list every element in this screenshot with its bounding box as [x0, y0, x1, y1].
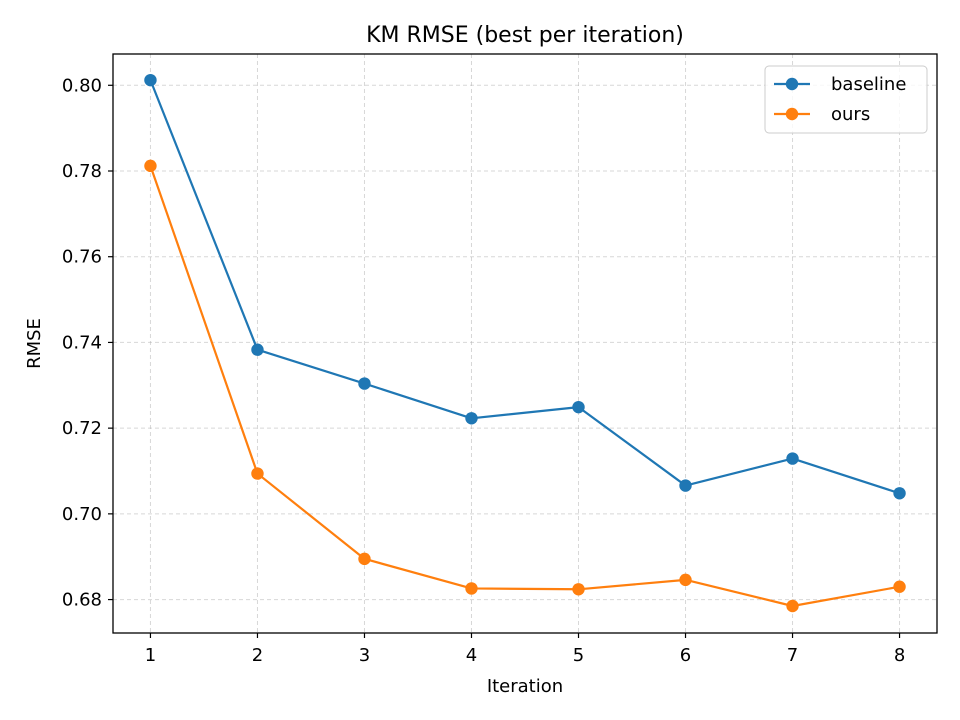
data-point-ours	[465, 582, 478, 595]
series-line-ours	[149, 165, 900, 608]
data-point-baseline	[358, 377, 371, 390]
y-tick-label: 0.74	[62, 332, 102, 353]
data-point-ours	[893, 580, 906, 593]
data-point-baseline	[679, 479, 692, 492]
series-layer	[144, 73, 906, 613]
y-tick-label: 0.80	[62, 75, 102, 96]
chart-title: KM RMSE (best per iteration)	[366, 23, 684, 48]
data-point-ours	[251, 467, 264, 480]
x-tick-label: 1	[145, 645, 156, 666]
y-tick-label: 0.70	[62, 504, 102, 525]
x-tick-label: 8	[894, 645, 905, 666]
y-tick-label: 0.76	[62, 247, 102, 268]
plot-frame	[112, 53, 938, 634]
data-point-ours	[358, 552, 371, 566]
legend-box	[764, 65, 928, 134]
legend-label-ours: ours	[831, 104, 870, 125]
data-point-baseline	[465, 412, 478, 425]
data-point-ours	[144, 159, 157, 173]
data-point-baseline	[786, 452, 799, 465]
y-axis-label: RMSE	[24, 318, 45, 369]
legend-marker-ours	[785, 107, 799, 121]
data-point-baseline	[893, 487, 906, 500]
x-tick-label: 3	[359, 645, 370, 666]
x-axis-label: Iteration	[487, 676, 563, 697]
legend-label-baseline: baseline	[831, 74, 906, 95]
data-point-ours	[679, 573, 692, 587]
data-point-baseline	[144, 73, 157, 87]
series-line-baseline	[149, 79, 900, 495]
x-tick-label: 4	[466, 645, 477, 666]
data-point-ours	[786, 599, 799, 613]
x-tick-label: 2	[252, 645, 263, 666]
x-tick-label: 5	[573, 645, 584, 666]
legend-marker-baseline	[785, 77, 799, 91]
legend: baseline ours	[764, 65, 928, 134]
y-tick-label: 0.72	[62, 418, 102, 439]
y-tick-label: 0.78	[62, 161, 102, 182]
ticks: 1 2 3 4 5 6 7 8 0.68 0.70 0.72 0.74 0.76 0.78 0.80	[62, 75, 905, 666]
x-tick-label: 6	[680, 645, 691, 666]
data-point-ours	[572, 583, 585, 596]
data-point-baseline	[572, 400, 585, 414]
y-tick-label: 0.68	[62, 590, 102, 611]
x-tick-label: 7	[787, 645, 798, 666]
data-point-baseline	[251, 343, 264, 356]
